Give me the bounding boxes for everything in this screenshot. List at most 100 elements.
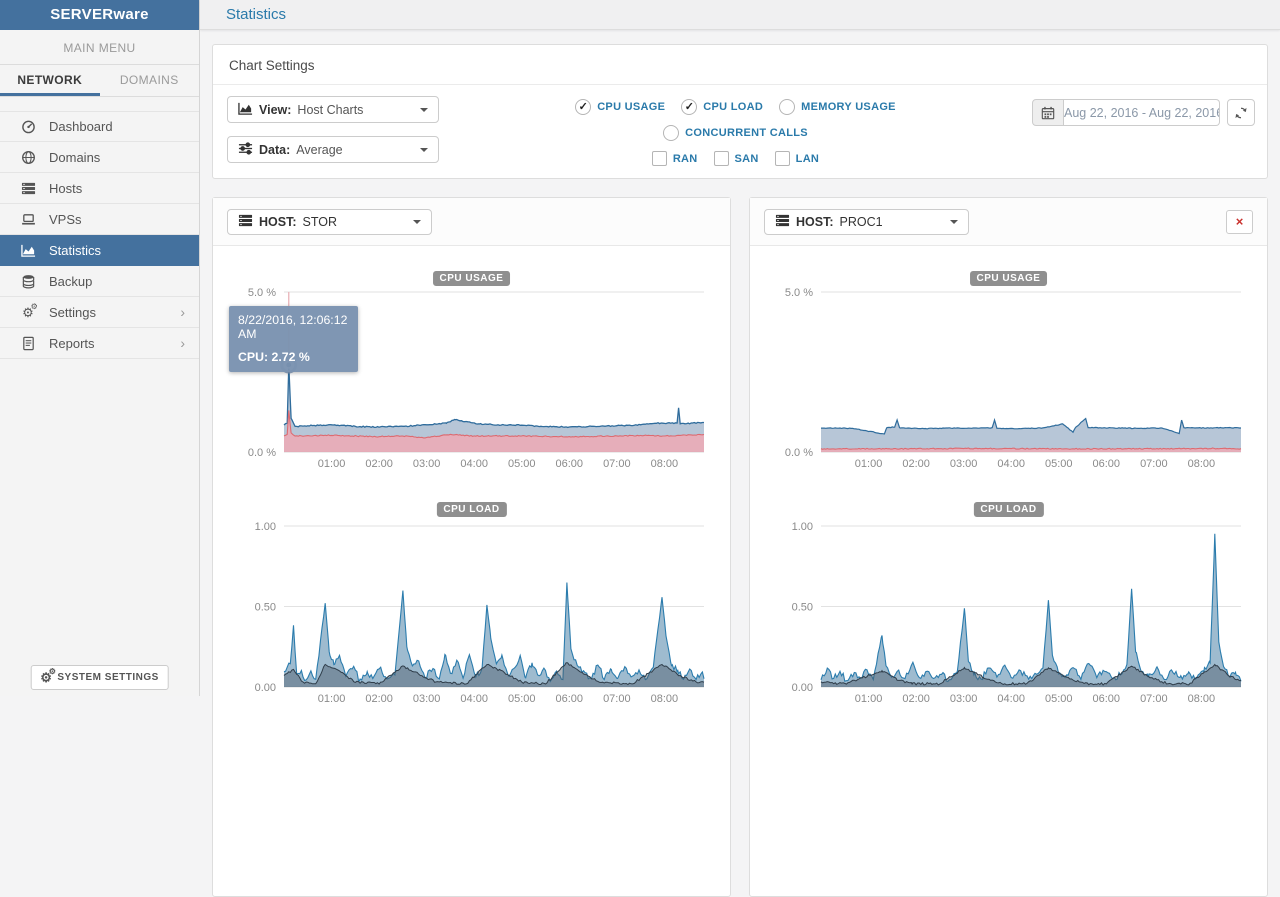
svg-text:0.50: 0.50 bbox=[792, 602, 813, 614]
checkbox-box bbox=[714, 151, 729, 166]
checkbox-concurrent-calls[interactable]: CONCURRENT CALLS bbox=[663, 125, 808, 141]
page-title: Statistics bbox=[200, 0, 1280, 30]
caret-down-icon bbox=[420, 148, 428, 152]
svg-text:1.00: 1.00 bbox=[792, 521, 813, 533]
chevron-right-icon: › bbox=[180, 336, 185, 350]
checkbox-label: RAN bbox=[673, 153, 698, 165]
backup-icon bbox=[20, 273, 36, 289]
checkbox-label: MEMORY USAGE bbox=[801, 101, 896, 113]
host-dropdown-label: HOST: bbox=[796, 215, 834, 229]
metric-checkbox-row-1: ✓CPU USAGE ✓CPU LOAD MEMORY USAGE bbox=[575, 99, 896, 115]
svg-text:08:00: 08:00 bbox=[651, 693, 679, 705]
sliders-icon bbox=[238, 141, 253, 159]
sidebar-item-label: Settings bbox=[49, 305, 96, 320]
sidebar-tabs: NETWORKDOMAINS bbox=[0, 65, 199, 97]
chart-block-cpu-load: 0.000.501.0001:0002:0003:0004:0005:0006:… bbox=[213, 496, 730, 711]
svg-text:02:00: 02:00 bbox=[902, 458, 930, 470]
svg-text:04:00: 04:00 bbox=[997, 693, 1025, 705]
svg-text:03:00: 03:00 bbox=[413, 458, 441, 470]
chart-title-badge: CPU LOAD bbox=[436, 502, 506, 517]
checkbox-memory-usage[interactable]: MEMORY USAGE bbox=[779, 99, 896, 115]
sidebar-item-statistics[interactable]: Statistics bbox=[0, 235, 199, 266]
settings-icon: ⚙⚙ bbox=[20, 304, 36, 320]
refresh-button[interactable] bbox=[1227, 99, 1255, 126]
checkbox-lan[interactable]: LAN bbox=[775, 151, 820, 166]
sidebar-item-reports[interactable]: Reports › bbox=[0, 328, 199, 359]
data-dropdown[interactable]: Data: Average bbox=[227, 136, 439, 163]
checkbox-san[interactable]: SAN bbox=[714, 151, 759, 166]
area-chart-icon bbox=[238, 101, 253, 119]
sidebar-item-hosts[interactable]: Hosts bbox=[0, 173, 199, 204]
checkbox-label: CPU LOAD bbox=[703, 101, 763, 113]
sidebar-item-dashboard[interactable]: Dashboard bbox=[0, 111, 199, 142]
checkbox-cpu-usage[interactable]: ✓CPU USAGE bbox=[575, 99, 665, 115]
system-settings-label: SYSTEM SETTINGS bbox=[57, 672, 158, 683]
svg-text:08:00: 08:00 bbox=[1188, 458, 1216, 470]
main-menu-label: MAIN MENU bbox=[0, 30, 199, 65]
host-dropdown-value: PROC1 bbox=[840, 215, 883, 229]
sidebar-item-backup[interactable]: Backup bbox=[0, 266, 199, 297]
svg-text:03:00: 03:00 bbox=[950, 458, 978, 470]
svg-text:07:00: 07:00 bbox=[603, 458, 631, 470]
hosts-icon bbox=[20, 180, 36, 196]
chart-svg-cpu-usage[interactable]: 0.0 %5.0 %01:0002:0003:0004:0005:0006:00… bbox=[750, 265, 1269, 473]
svg-text:06:00: 06:00 bbox=[1093, 458, 1121, 470]
host-dropdown[interactable]: HOST: STOR bbox=[227, 209, 432, 235]
content: Chart Settings View: Host Charts bbox=[200, 30, 1280, 897]
svg-text:0.00: 0.00 bbox=[255, 682, 276, 694]
main-area: Statistics Chart Settings View: Host Cha… bbox=[200, 0, 1280, 696]
radio-box bbox=[779, 99, 795, 115]
system-settings-button[interactable]: ⚙⚙ SYSTEM SETTINGS bbox=[30, 665, 169, 690]
close-panel-button[interactable]: × bbox=[1226, 210, 1253, 234]
server-icon bbox=[238, 213, 253, 231]
host-dropdown-value: STOR bbox=[303, 215, 338, 229]
chart-svg-cpu-load[interactable]: 0.000.501.0001:0002:0003:0004:0005:0006:… bbox=[213, 496, 732, 706]
svg-text:5.0 %: 5.0 % bbox=[248, 287, 276, 299]
svg-text:03:00: 03:00 bbox=[413, 693, 441, 705]
svg-text:05:00: 05:00 bbox=[1045, 693, 1073, 705]
date-column bbox=[1032, 93, 1255, 166]
sidebar-item-label: Hosts bbox=[49, 181, 82, 196]
sidebar-item-label: Reports bbox=[49, 336, 95, 351]
statistics-icon bbox=[20, 242, 36, 258]
chart-block-cpu-load: 0.000.501.0001:0002:0003:0004:0005:0006:… bbox=[750, 496, 1267, 711]
svg-text:0.00: 0.00 bbox=[792, 682, 813, 694]
tooltip-value: CPU: 2.72 % bbox=[238, 350, 349, 364]
sidebar-item-label: Statistics bbox=[49, 243, 101, 258]
chart-settings-body: View: Host Charts Data: Average ✓CPU bbox=[213, 85, 1267, 178]
sidebar-tab-domains[interactable]: DOMAINS bbox=[100, 65, 200, 96]
svg-text:01:00: 01:00 bbox=[318, 458, 346, 470]
reports-icon bbox=[20, 335, 36, 351]
chart-title-badge: CPU LOAD bbox=[973, 502, 1043, 517]
sidebar-item-vpss[interactable]: VPSs bbox=[0, 204, 199, 235]
vps-icon bbox=[20, 211, 36, 227]
caret-down-icon bbox=[950, 220, 958, 224]
radio-box bbox=[663, 125, 679, 141]
date-range-group bbox=[1032, 99, 1220, 126]
network-checkbox-row: RAN SAN LAN bbox=[652, 151, 819, 166]
checkbox-ran[interactable]: RAN bbox=[652, 151, 698, 166]
sidebar-item-label: VPSs bbox=[49, 212, 82, 227]
svg-text:01:00: 01:00 bbox=[855, 693, 883, 705]
svg-text:1.00: 1.00 bbox=[255, 521, 276, 533]
date-range-input[interactable] bbox=[1064, 99, 1220, 126]
sidebar-menu: DashboardDomains Hosts VPSs Statistics Backu… bbox=[0, 111, 199, 359]
view-dropdown[interactable]: View: Host Charts bbox=[227, 96, 439, 123]
svg-text:0.0 %: 0.0 % bbox=[248, 447, 276, 459]
sidebar-tab-network[interactable]: NETWORK bbox=[0, 65, 100, 96]
sidebar-item-settings[interactable]: ⚙⚙Settings› bbox=[0, 297, 199, 328]
chart-settings-title: Chart Settings bbox=[213, 45, 1267, 85]
chart-svg-cpu-load[interactable]: 0.000.501.0001:0002:0003:0004:0005:0006:… bbox=[750, 496, 1269, 706]
caret-down-icon bbox=[420, 108, 428, 112]
dropdown-column: View: Host Charts Data: Average bbox=[227, 93, 439, 166]
svg-text:05:00: 05:00 bbox=[508, 458, 536, 470]
view-dropdown-label: View: bbox=[259, 103, 291, 117]
svg-text:0.0 %: 0.0 % bbox=[785, 447, 813, 459]
checkbox-cpu-load[interactable]: ✓CPU LOAD bbox=[681, 99, 763, 115]
checkbox-label: CPU USAGE bbox=[597, 101, 665, 113]
sidebar-item-domains[interactable]: Domains bbox=[0, 142, 199, 173]
svg-text:01:00: 01:00 bbox=[855, 458, 883, 470]
svg-text:04:00: 04:00 bbox=[997, 458, 1025, 470]
checkbox-box bbox=[775, 151, 790, 166]
host-dropdown[interactable]: HOST: PROC1 bbox=[764, 209, 969, 235]
